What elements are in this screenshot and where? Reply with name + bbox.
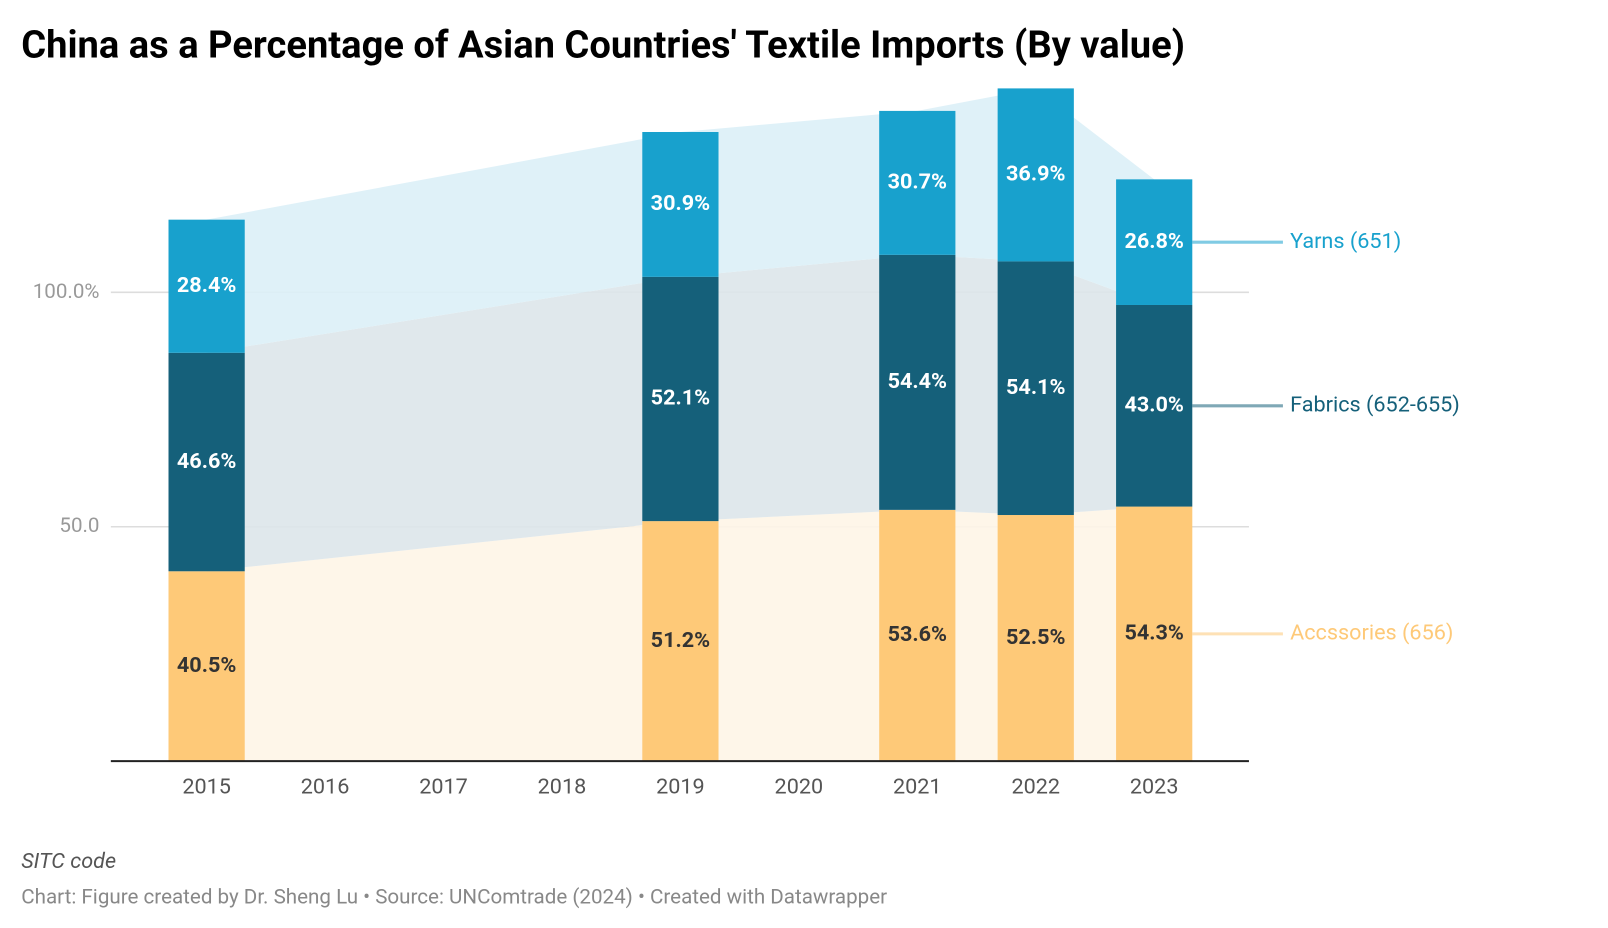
value-label: 43.0% xyxy=(1124,393,1183,418)
x-tick-label: 2015 xyxy=(182,775,231,800)
bar xyxy=(879,509,956,762)
bar xyxy=(997,515,1074,762)
x-tick-label: 2022 xyxy=(1011,775,1060,800)
bar xyxy=(1116,304,1193,507)
value-label: 28.4% xyxy=(177,273,236,298)
value-label: 51.2% xyxy=(651,628,710,653)
value-label: 54.3% xyxy=(1124,621,1183,646)
value-label: 36.9% xyxy=(1006,162,1065,187)
bar xyxy=(997,88,1074,262)
bar xyxy=(1116,179,1193,305)
legend-label: Yarns (651) xyxy=(1290,229,1401,254)
chart-source: Chart: Figure created by Dr. Sheng Lu • … xyxy=(21,886,887,910)
bar xyxy=(879,110,956,255)
value-label: 30.7% xyxy=(888,170,947,195)
value-label: 54.1% xyxy=(1006,375,1065,400)
x-tick-label: 2023 xyxy=(1130,775,1179,800)
x-tick-label: 2018 xyxy=(538,775,587,800)
x-tick-label: 2016 xyxy=(301,775,350,800)
bar xyxy=(997,261,1074,516)
bar xyxy=(168,571,245,762)
value-label: 52.1% xyxy=(651,386,710,411)
chart-title: China as a Percentage of Asian Countries… xyxy=(21,23,1185,67)
y-tick-label: 100.0% xyxy=(33,280,100,304)
value-label: 26.8% xyxy=(1124,229,1183,254)
value-label: 52.5% xyxy=(1006,625,1065,650)
legend-label: Accssories (656) xyxy=(1290,621,1453,646)
x-tick-label: 2021 xyxy=(893,775,942,800)
value-label: 40.5% xyxy=(177,653,236,678)
x-tick-label: 2017 xyxy=(419,775,468,800)
y-tick-label: 50.0 xyxy=(59,514,99,538)
bar xyxy=(168,352,245,572)
value-label: 54.4% xyxy=(888,369,947,394)
bar xyxy=(879,254,956,510)
x-tick-label: 2020 xyxy=(775,775,824,800)
bar xyxy=(168,219,245,353)
bar xyxy=(642,276,719,522)
value-label: 46.6% xyxy=(177,449,236,474)
bar xyxy=(1116,506,1193,762)
x-tick-label: 2019 xyxy=(656,775,705,800)
bar xyxy=(642,131,719,277)
value-label: 30.9% xyxy=(651,191,710,216)
chart-note: SITC code xyxy=(21,849,116,874)
value-label: 53.6% xyxy=(888,622,947,647)
legend-label: Fabrics (652-655) xyxy=(1290,393,1460,418)
bars xyxy=(168,88,1193,762)
bar xyxy=(642,521,719,762)
